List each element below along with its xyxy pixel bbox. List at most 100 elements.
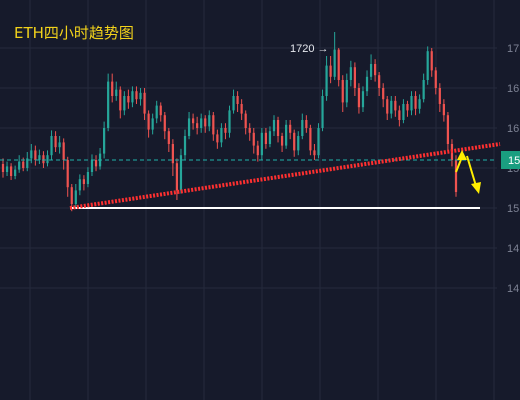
candle-body bbox=[107, 81, 110, 128]
max-price-annotation: 1720 → bbox=[290, 43, 329, 55]
candle-body bbox=[26, 158, 29, 168]
candle-body bbox=[240, 104, 243, 114]
candle-body bbox=[147, 113, 150, 130]
candle-body bbox=[123, 96, 126, 111]
candle-body bbox=[398, 110, 401, 120]
candle-body bbox=[313, 150, 316, 156]
candle-body bbox=[143, 92, 146, 114]
candle-body bbox=[103, 128, 106, 154]
candle-body bbox=[228, 110, 231, 133]
candle-body bbox=[46, 155, 49, 164]
candle-body bbox=[18, 161, 21, 170]
y-tick-label: 14 bbox=[507, 283, 519, 295]
candle-body bbox=[268, 131, 272, 144]
candle-body bbox=[256, 145, 259, 156]
candle-body bbox=[50, 136, 53, 156]
candle-body bbox=[454, 160, 458, 192]
candle-body bbox=[119, 89, 122, 111]
candle-body bbox=[414, 96, 417, 109]
candle-body bbox=[248, 128, 251, 133]
y-tick-label: 17 bbox=[507, 43, 519, 55]
candle-body bbox=[187, 118, 191, 136]
current-price-tag bbox=[501, 151, 520, 169]
overlay-lines bbox=[0, 142, 501, 210]
candle-body bbox=[438, 88, 441, 104]
candle-body bbox=[373, 64, 377, 76]
candle-body bbox=[204, 118, 207, 127]
candle-body bbox=[151, 118, 154, 130]
candle-body bbox=[341, 80, 344, 103]
candle-body bbox=[422, 80, 425, 100]
candle-body bbox=[446, 115, 450, 144]
candle-body bbox=[159, 105, 162, 116]
candle-body bbox=[179, 155, 183, 191]
candle-body bbox=[115, 89, 118, 96]
candle-body bbox=[297, 136, 300, 151]
candle-body bbox=[442, 104, 445, 116]
candle-body bbox=[386, 99, 389, 114]
candle-body bbox=[232, 96, 235, 111]
candle-body bbox=[30, 150, 33, 159]
candle-body bbox=[74, 190, 77, 204]
candle-body bbox=[353, 67, 356, 88]
candle-body bbox=[276, 120, 280, 136]
trendline bbox=[69, 142, 501, 210]
candle-body bbox=[345, 80, 348, 103]
candle-body bbox=[135, 91, 138, 100]
candle-body bbox=[402, 104, 405, 120]
candle-body bbox=[14, 169, 17, 176]
candle-body bbox=[38, 155, 41, 160]
chart-title: ETH四小时趋势图 bbox=[14, 24, 134, 42]
candle-body bbox=[337, 49, 340, 80]
candle-body bbox=[82, 179, 86, 184]
candle-body bbox=[94, 160, 98, 167]
annotations: 1720 → bbox=[290, 43, 481, 194]
candle-body bbox=[434, 70, 437, 88]
y-tick-label: 14 bbox=[507, 243, 519, 255]
candle-body bbox=[131, 91, 134, 103]
candle-body bbox=[34, 150, 37, 160]
candle-body bbox=[329, 65, 332, 77]
candle-body bbox=[62, 142, 65, 160]
candle-body bbox=[220, 128, 223, 143]
arrow-up-head bbox=[457, 150, 467, 160]
candle-body bbox=[86, 172, 90, 184]
candle-body bbox=[42, 155, 45, 164]
candle-body bbox=[212, 115, 215, 135]
candle-body bbox=[272, 120, 276, 132]
candle-body bbox=[349, 67, 352, 80]
candle-body bbox=[406, 104, 409, 111]
candle-body bbox=[191, 118, 195, 124]
candle-body bbox=[155, 105, 158, 119]
candle-body bbox=[175, 163, 179, 191]
candle-body bbox=[264, 132, 268, 144]
candle-body bbox=[369, 64, 373, 77]
candle-body bbox=[317, 128, 320, 156]
candle-body bbox=[293, 132, 296, 151]
candle-body bbox=[1, 164, 5, 172]
candle-body bbox=[357, 88, 361, 108]
candle-body bbox=[289, 124, 292, 133]
candle-body bbox=[285, 124, 288, 146]
candle-body bbox=[418, 99, 421, 109]
candle-body bbox=[410, 96, 413, 111]
candle-body bbox=[127, 96, 130, 103]
arrow-down-line bbox=[466, 155, 477, 187]
candle-body bbox=[309, 128, 312, 151]
candle-body bbox=[70, 187, 73, 204]
candle-body bbox=[9, 166, 13, 176]
candle-body bbox=[224, 128, 227, 133]
candle-body bbox=[365, 76, 369, 92]
candle-body bbox=[280, 136, 284, 146]
candle-body bbox=[22, 161, 25, 168]
y-axis: 1414151516161715 bbox=[501, 43, 520, 295]
candle-body bbox=[5, 166, 9, 172]
candle-body bbox=[111, 81, 114, 96]
candle-body bbox=[66, 160, 69, 188]
candle-body bbox=[301, 120, 304, 136]
candle-body bbox=[78, 179, 81, 191]
candle-body bbox=[333, 49, 336, 77]
candle-body bbox=[216, 134, 219, 143]
candle-body bbox=[183, 136, 187, 156]
candle-body bbox=[163, 115, 166, 132]
